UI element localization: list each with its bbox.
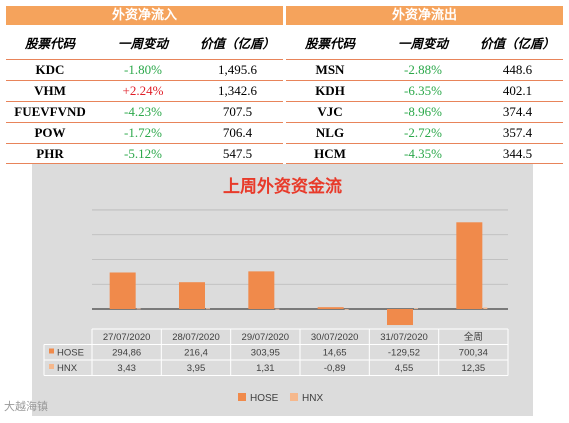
weekly-change: -2.72% xyxy=(404,125,442,140)
header-value: 价值（亿盾） xyxy=(199,35,275,51)
stock-code: FUEVFVND xyxy=(14,104,86,119)
legend-label: HOSE xyxy=(250,393,279,404)
stock-code: KDH xyxy=(315,83,345,98)
weekly-change: -4.23% xyxy=(124,104,162,119)
chart-title: 上周外资资金流 xyxy=(223,177,342,197)
bar-hose xyxy=(109,272,136,309)
data-label: 14,65 xyxy=(323,348,347,359)
fund-flow-chart: 上周外资资金流 27/07/2020 28/07/2020 29/07/2020 30… xyxy=(32,164,533,416)
weekly-change: -6.35% xyxy=(404,83,442,98)
stock-code: POW xyxy=(34,125,66,140)
table-row: KDC -1.80% 1,495.6 xyxy=(6,59,283,80)
bar-hnx xyxy=(414,308,418,310)
weekly-change: -1.72% xyxy=(124,125,162,140)
table-row: FUEVFVND -4.23% 707.5 xyxy=(6,101,283,122)
data-label: 4,55 xyxy=(395,363,414,374)
header-value: 价值（亿盾） xyxy=(479,35,555,51)
outflow-title: 外资净流出 xyxy=(286,6,563,25)
legend-key-hose xyxy=(49,348,54,354)
tick-label: 28/07/2020 xyxy=(172,332,220,343)
header-change: 一周变动 xyxy=(117,35,168,51)
header-code: 股票代码 xyxy=(24,35,75,51)
data-label: -129,52 xyxy=(388,348,420,359)
bar-hnx xyxy=(483,307,488,309)
tick-label: 31/07/2020 xyxy=(380,332,428,343)
bar-hose xyxy=(456,222,483,309)
value: 1,495.6 xyxy=(218,62,257,77)
tick-label: 30/07/2020 xyxy=(311,332,359,343)
data-label: 3,43 xyxy=(117,363,135,374)
table-row: MSN -2.88% 448.6 xyxy=(286,59,563,80)
bar-hnx xyxy=(275,308,280,310)
header-change: 一周变动 xyxy=(397,35,448,51)
weekly-change: +2.24% xyxy=(122,83,164,98)
weekly-change: -2.88% xyxy=(404,62,442,77)
series-label: HNX xyxy=(57,363,78,374)
table-row: PHR -5.12% 547.5 xyxy=(6,143,283,164)
stock-code: NLG xyxy=(315,125,345,140)
data-label: -0,89 xyxy=(324,363,346,374)
legend-swatch-hnx xyxy=(290,393,298,401)
legend-swatch-hose xyxy=(238,393,246,401)
bar-hose xyxy=(387,309,413,326)
data-label: 1,31 xyxy=(256,363,275,374)
weekly-change: -5.12% xyxy=(124,145,162,161)
bar-hose xyxy=(248,271,275,309)
data-label: 294,86 xyxy=(112,348,141,359)
data-label: 216,4 xyxy=(184,348,208,359)
tick-label: 27/07/2020 xyxy=(103,332,151,343)
outflow-header: 股票代码 一周变动 价值（亿盾） xyxy=(286,25,563,59)
value: 374.4 xyxy=(502,104,533,119)
value: 706.4 xyxy=(222,125,253,140)
table-row: POW -1.72% 706.4 xyxy=(6,122,283,143)
table-row: NLG -2.72% 357.4 xyxy=(286,122,563,143)
bar-hnx xyxy=(206,308,210,310)
watermark: 大越海镇 xyxy=(4,400,48,413)
inflow-title: 外资净流入 xyxy=(6,6,283,25)
bar-hose xyxy=(179,282,205,309)
value: 547.5 xyxy=(222,145,253,161)
data-label: 700,34 xyxy=(459,348,488,359)
tick-label: 29/07/2020 xyxy=(242,332,290,343)
value: 357.4 xyxy=(502,125,533,140)
stock-code: VHM xyxy=(34,83,66,98)
tick-label: 全周 xyxy=(464,331,483,343)
table-row: VHM +2.24% 1,342.6 xyxy=(6,80,283,101)
table-row: KDH -6.35% 402.1 xyxy=(286,80,563,101)
value: 707.5 xyxy=(222,104,253,119)
stock-code: HCM xyxy=(314,145,346,161)
stock-code: MSN xyxy=(315,62,345,77)
weekly-change: -8.96% xyxy=(404,104,442,119)
weekly-change: -1.80% xyxy=(124,62,162,77)
data-label: 303,95 xyxy=(251,348,280,359)
stock-code: VJC xyxy=(317,104,343,119)
inflow-table: 外资净流入 股票代码 一周变动 价值（亿盾） KDC -1.80% 1,495.… xyxy=(6,6,283,164)
inflow-header: 股票代码 一周变动 价值（亿盾） xyxy=(6,25,283,59)
data-label: 12,35 xyxy=(461,363,485,374)
legend-label: HNX xyxy=(302,393,323,404)
header-code: 股票代码 xyxy=(304,35,355,51)
value: 448.6 xyxy=(502,62,533,77)
weekly-change: -4.35% xyxy=(404,145,442,161)
value: 402.1 xyxy=(502,83,533,98)
bar-hose xyxy=(317,307,344,309)
data-label: 3,95 xyxy=(187,363,206,374)
bar-hnx xyxy=(344,309,349,310)
table-row: VJC -8.96% 374.4 xyxy=(286,101,563,122)
table-row: HCM -4.35% 344.5 xyxy=(286,143,563,164)
legend-key-hnx xyxy=(49,364,54,369)
series-label: HOSE xyxy=(57,348,84,359)
value: 1,342.6 xyxy=(218,83,257,98)
value: 344.5 xyxy=(502,145,533,161)
chart-svg: 27/07/2020 28/07/2020 29/07/2020 30/07/2020… xyxy=(43,209,509,404)
bar-hnx xyxy=(136,308,141,310)
stock-code: PHR xyxy=(36,145,64,161)
stock-code: KDC xyxy=(35,62,65,77)
outflow-table: 外资净流出 股票代码 一周变动 价值（亿盾） MSN -2.88% 448.6 … xyxy=(286,6,563,164)
